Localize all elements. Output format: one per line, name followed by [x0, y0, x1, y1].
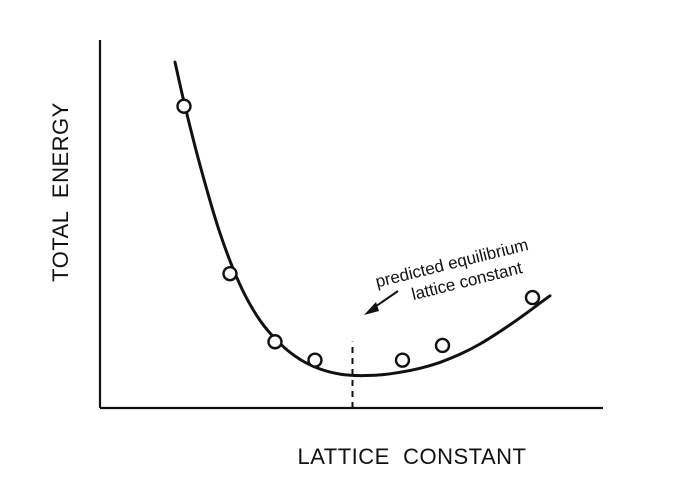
data-point-marker	[176, 98, 192, 114]
data-point-marker	[267, 334, 283, 350]
data-point-marker	[434, 337, 451, 354]
energy-curve	[173, 60, 552, 378]
data-point-marker	[394, 352, 411, 368]
data-point-markers	[176, 98, 541, 368]
data-point-marker	[524, 289, 541, 306]
data-point-marker	[307, 352, 323, 368]
y-axis-label: TOTAL ENERGY	[48, 102, 73, 282]
annotation-arrow	[364, 290, 399, 315]
annotation-arrow-head	[364, 302, 379, 315]
data-point-marker	[222, 265, 238, 282]
equilibrium-annotation: predicted equilibrium lattice constant	[373, 235, 530, 304]
x-axis-label: LATTICE CONSTANT	[298, 444, 527, 469]
